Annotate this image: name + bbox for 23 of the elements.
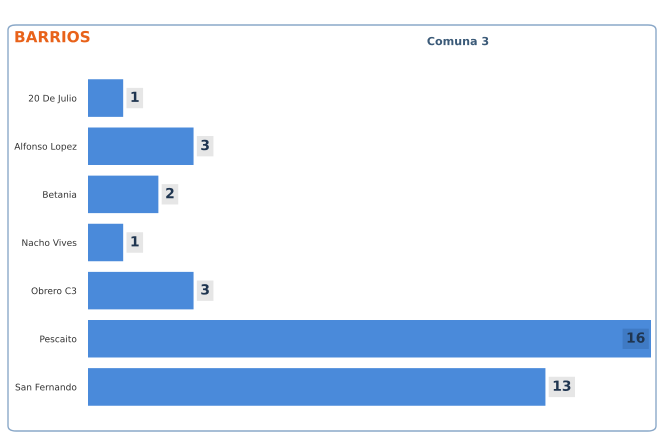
bar (88, 272, 194, 310)
bar (88, 127, 194, 165)
data-label: 2 (166, 188, 174, 198)
data-label: 13 (554, 380, 570, 391)
bar (88, 320, 651, 358)
chart-subtitle: Comuna 3 (427, 36, 488, 46)
data-label: 3 (201, 140, 209, 150)
bar (88, 176, 158, 214)
y-tick-label: Nacho Vives (22, 239, 76, 246)
y-tick-label: San Fernando (16, 384, 76, 390)
bar (88, 368, 546, 406)
y-tick-label: Alfonso Lopez (14, 142, 76, 152)
y-tick-label: Betania (43, 190, 76, 198)
bar (88, 224, 124, 262)
y-tick-label: Obrero C3 (32, 287, 76, 294)
data-label: 3 (201, 284, 209, 295)
chart-title: BARRIOS (15, 30, 90, 42)
data-label: 16 (628, 332, 645, 343)
y-tick-label: Pescaito (40, 335, 76, 342)
data-label: 1 (132, 236, 139, 246)
y-tick-label: 20 De Julio (28, 94, 76, 104)
data-label: 1 (132, 92, 139, 102)
bar (88, 79, 124, 117)
